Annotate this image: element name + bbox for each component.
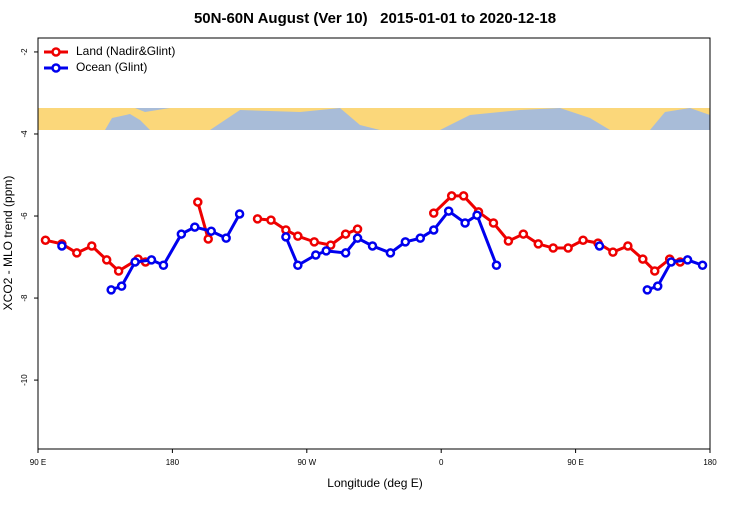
point	[252, 214, 263, 224]
point	[193, 197, 203, 207]
legend-marker	[51, 63, 61, 73]
point	[113, 266, 124, 276]
point	[518, 229, 529, 239]
legend-label: Land (Nadir&Glint)	[76, 44, 175, 58]
point	[57, 241, 67, 251]
point	[491, 260, 502, 270]
point	[309, 237, 320, 247]
point	[533, 239, 544, 249]
point	[321, 246, 331, 256]
point	[221, 233, 231, 243]
legend-item: Land (Nadir&Glint)	[44, 44, 175, 58]
y-axis-label: XCO2 - MLO trend (ppm)	[1, 176, 15, 311]
x-tick-label: 0	[439, 458, 444, 467]
point	[311, 250, 321, 260]
point	[352, 233, 363, 243]
point	[130, 257, 140, 267]
point	[234, 209, 245, 219]
y-tick-label: -8	[20, 294, 29, 302]
point	[72, 248, 82, 258]
legend-label: Ocean (Glint)	[76, 60, 147, 74]
point	[203, 234, 213, 244]
point	[666, 257, 676, 267]
point	[415, 233, 426, 243]
point	[642, 285, 653, 295]
point	[176, 229, 187, 239]
point	[385, 248, 396, 258]
point	[325, 240, 336, 250]
x-tick-label: 180	[166, 458, 180, 467]
point	[697, 260, 708, 270]
point	[428, 225, 439, 235]
point	[281, 232, 291, 242]
point	[682, 255, 693, 265]
y-tick-label: -6	[20, 212, 29, 220]
point	[649, 266, 660, 276]
point	[446, 191, 457, 201]
point	[266, 215, 276, 225]
point	[40, 235, 51, 245]
point	[623, 241, 633, 251]
point	[503, 236, 514, 246]
point	[428, 208, 439, 218]
point	[106, 285, 116, 295]
point	[293, 231, 303, 241]
x-tick-label: 90 W	[297, 458, 316, 467]
point	[352, 224, 363, 234]
point	[594, 241, 605, 251]
x-tick-label: 90 E	[30, 458, 46, 467]
point	[146, 255, 157, 265]
point	[472, 210, 482, 220]
point	[548, 243, 558, 253]
point	[206, 226, 216, 236]
point	[578, 235, 588, 245]
point	[638, 254, 648, 264]
point	[87, 241, 97, 251]
map-strip	[38, 108, 710, 130]
point	[190, 222, 200, 232]
point	[563, 243, 573, 253]
point	[367, 241, 378, 251]
point	[488, 218, 499, 228]
point	[608, 247, 618, 257]
x-tick-label: 180	[703, 458, 717, 467]
x-tick-label: 90 E	[567, 458, 583, 467]
point	[340, 248, 351, 258]
series-line	[45, 194, 681, 273]
point	[400, 237, 411, 247]
chart-title: 50N-60N August (Ver 10) 2015-01-01 to 20…	[194, 10, 556, 27]
x-axis-label: Longitude (deg E)	[327, 476, 422, 490]
plot-frame	[37, 37, 711, 450]
point	[293, 260, 303, 270]
legend-marker	[51, 47, 61, 57]
point	[443, 206, 454, 216]
point	[101, 255, 112, 265]
point	[116, 281, 127, 291]
point	[652, 281, 663, 291]
point	[158, 260, 169, 270]
y-tick-label: -2	[20, 48, 29, 56]
y-tick-label: -10	[20, 374, 29, 386]
point	[460, 218, 470, 228]
point	[340, 229, 351, 239]
point	[458, 191, 469, 201]
legend-item: Ocean (Glint)	[44, 60, 147, 74]
y-tick-label: -4	[20, 130, 29, 138]
